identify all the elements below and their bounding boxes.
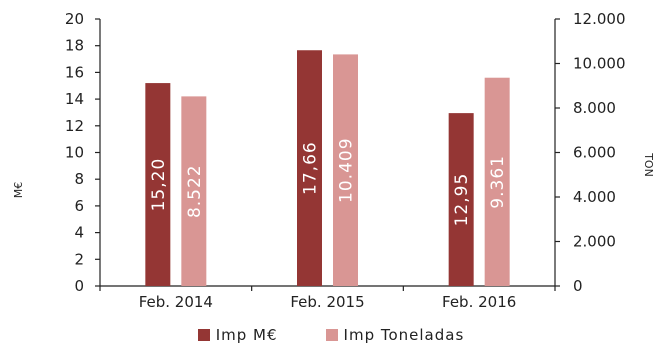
- x-axis: Feb. 2014 Feb. 2015 Feb. 2016: [99, 285, 556, 311]
- right-tick-label: 0: [573, 277, 583, 295]
- legend-swatch: [197, 329, 210, 341]
- legend: Imp M€ Imp Toneladas: [0, 324, 662, 346]
- bar-data-label: 15,20: [149, 158, 169, 212]
- right-tick-label: 2.000: [573, 233, 616, 251]
- bar-data-label: 8.522: [185, 164, 205, 218]
- bars: 15,20 8.522 17,66 10.409 12,95 9.361: [145, 50, 510, 287]
- bar: [484, 77, 510, 287]
- left-y-axis: 0 2 4 6 8 10 12 14 16 18 20: [65, 10, 101, 295]
- bar: [181, 96, 207, 286]
- legend-swatch: [325, 329, 338, 341]
- left-tick-label: 16: [65, 63, 84, 81]
- right-y-axis: 0 2.000 4.000 6.000 8.000 10.000 12.000: [554, 10, 626, 295]
- right-tick-label: 8.000: [573, 99, 616, 117]
- bar-chart: 0 2 4 6 8 10 12 14 16 18 20 0 2.000 4.000 6.000 8.000 1…: [12, 10, 655, 311]
- left-tick-label: 20: [65, 10, 84, 28]
- bar: [297, 50, 322, 286]
- x-tick-label: Feb. 2014: [139, 293, 213, 311]
- left-tick-label: 0: [74, 277, 84, 295]
- left-tick-label: 14: [65, 90, 84, 108]
- left-tick-label: 4: [74, 224, 84, 242]
- left-tick-label: 6: [74, 197, 84, 215]
- bar: [448, 113, 474, 287]
- legend-label: Imp Toneladas: [343, 326, 465, 344]
- bar: [333, 54, 358, 286]
- legend-item-imp-meur: Imp M€: [197, 326, 278, 344]
- left-tick-label: 8: [74, 170, 84, 188]
- bar-data-label: 17,66: [301, 141, 321, 195]
- x-tick-label: Feb. 2015: [290, 293, 364, 311]
- right-tick-label: 4.000: [573, 188, 616, 206]
- bar-data-label: 10.409: [337, 137, 357, 202]
- right-tick-label: 6.000: [573, 144, 616, 162]
- legend-item-imp-toneladas: Imp Toneladas: [325, 326, 465, 344]
- left-tick-label: 10: [65, 144, 84, 162]
- bar: [145, 83, 171, 286]
- x-tick-label: Feb. 2016: [442, 293, 516, 311]
- left-tick-label: 18: [65, 37, 84, 55]
- bar-data-label: 12,95: [452, 173, 472, 227]
- left-tick-label: 2: [74, 250, 84, 268]
- left-axis-title: M€: [12, 182, 25, 199]
- legend-label: Imp M€: [215, 326, 278, 344]
- right-tick-label: 10.000: [573, 55, 626, 73]
- left-tick-label: 12: [65, 117, 84, 135]
- right-axis-title: TON: [642, 152, 655, 177]
- right-tick-label: 12.000: [573, 10, 626, 28]
- bar-data-label: 9.361: [488, 155, 508, 209]
